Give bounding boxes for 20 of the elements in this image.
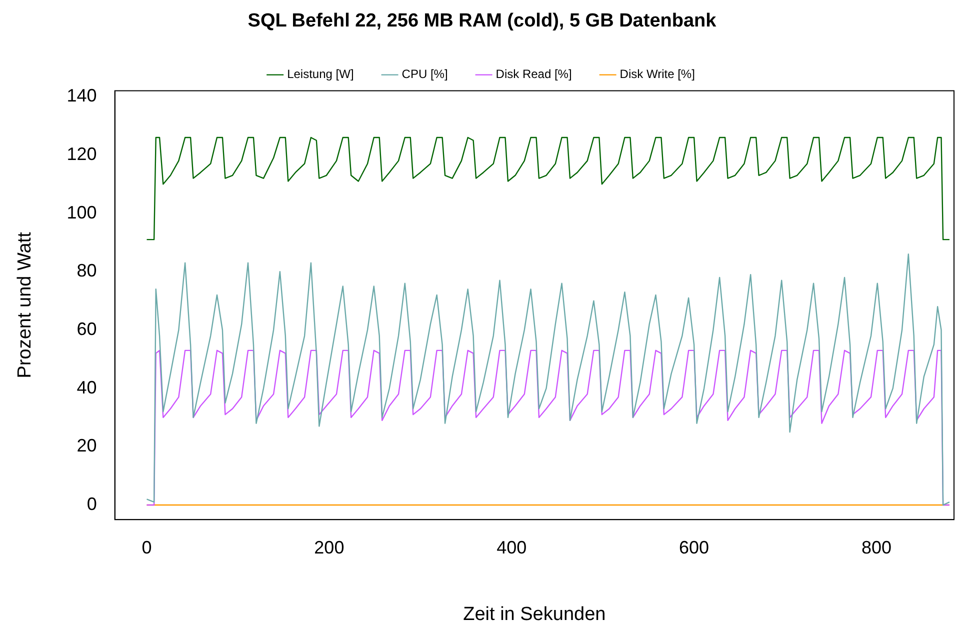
x-tick-label: 200 [314,537,344,558]
y-tick-label: 0 [86,494,97,514]
x-axis-title: Zeit in Sekunden [463,604,606,625]
y-tick-label: 80 [76,260,97,281]
y-axis-title: Prozent und Watt [14,231,36,378]
legend-label: Leistung [W] [287,67,354,82]
y-tick-label: 100 [66,202,97,222]
y-tick-label: 20 [76,436,97,456]
y-tick-label: 120 [66,144,97,164]
x-tick-label: 600 [679,537,710,558]
y-tick-label: 40 [76,377,97,398]
y-tick-label: 140 [66,86,97,106]
x-tick-label: 800 [861,537,892,558]
legend-label: Disk Read [%] [496,67,572,82]
legend-label: CPU [%] [402,67,448,82]
chart-title: SQL Befehl 22, 256 MB RAM (cold), 5 GB Datenbank [248,10,717,32]
x-tick-label: 400 [496,537,527,558]
y-tick-label: 60 [76,318,97,339]
x-tick-label: 0 [142,537,152,558]
legend-label: Disk Write [%] [620,67,695,82]
